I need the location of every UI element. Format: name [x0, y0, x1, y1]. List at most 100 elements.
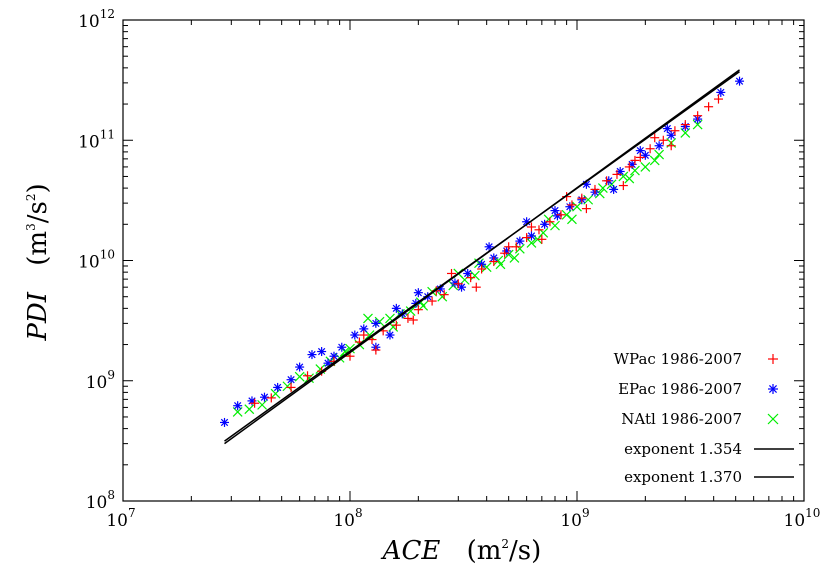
point-epac	[350, 330, 360, 340]
legend-entry-fit-1354: exponent 1.354	[624, 440, 794, 458]
point-natl	[567, 214, 577, 225]
point-epac	[515, 236, 525, 246]
y-axis-label: PDI (m3/s2)	[23, 183, 53, 341]
point-epac	[484, 242, 494, 252]
point-wpac	[403, 313, 413, 323]
point-wpac	[713, 94, 723, 104]
point-wpac	[504, 242, 514, 252]
point-wpac	[650, 133, 660, 143]
point-wpac	[577, 193, 587, 203]
point-natl	[257, 399, 268, 410]
point-natl	[469, 270, 480, 281]
legend-symbol	[767, 413, 779, 425]
point-epac	[273, 382, 283, 392]
y-tick-label: 108	[86, 488, 115, 513]
point-epac	[220, 417, 230, 427]
point-wpac	[453, 279, 463, 289]
point-natl	[640, 162, 651, 172]
point-wpac	[590, 184, 600, 194]
point-wpac	[371, 345, 381, 355]
legend-label-fit-1370: exponent 1.370	[624, 468, 742, 486]
legend-marker-natl	[767, 413, 779, 425]
point-wpac	[624, 162, 634, 172]
point-epac	[609, 184, 619, 194]
point-wpac	[250, 398, 260, 408]
point-wpac	[471, 282, 481, 292]
point-epac	[565, 202, 575, 212]
data-marks	[220, 76, 745, 427]
point-wpac	[537, 234, 547, 244]
point-natl	[654, 149, 665, 160]
point-wpac	[447, 268, 457, 278]
x-tick-label: 109	[560, 506, 589, 531]
point-wpac	[359, 330, 369, 340]
point-epac	[526, 231, 536, 241]
x-axis-label: ACE (m2/s)	[381, 536, 542, 566]
point-wpac	[413, 305, 423, 315]
point-epac	[371, 318, 381, 328]
point-wpac	[439, 290, 449, 300]
point-epac	[540, 219, 550, 229]
point-wpac	[658, 135, 668, 145]
point-natl	[294, 371, 305, 382]
point-epac	[233, 401, 243, 411]
point-epac	[635, 146, 645, 156]
legend-entry-wpac: WPac 1986-2007	[614, 350, 778, 368]
point-natl	[543, 214, 554, 225]
x-tick-label: 1010	[784, 506, 821, 531]
x-tick-label: 107	[106, 506, 135, 531]
legend: WPac 1986-2007 EPac 1986-2007 NAtl 1986-…	[614, 350, 794, 486]
point-epac	[286, 375, 296, 385]
point-natl	[345, 343, 355, 354]
point-natl	[282, 381, 293, 392]
fit-line-1370	[224, 69, 740, 445]
legend-symbol	[768, 384, 778, 394]
point-wpac	[704, 102, 714, 112]
legend-entry-epac: EPac 1986-2007	[618, 380, 778, 398]
point-wpac	[466, 273, 476, 283]
point-epac	[716, 87, 726, 97]
point-natl	[244, 404, 255, 415]
legend-marker-wpac	[768, 354, 778, 364]
point-epac	[307, 350, 317, 360]
legend-label-natl: NAtl 1986-2007	[621, 410, 742, 428]
point-natl	[572, 201, 582, 212]
point-wpac	[427, 296, 437, 306]
point-epac	[502, 246, 512, 256]
point-wpac	[545, 217, 555, 227]
point-natl	[624, 173, 635, 184]
point-epac	[337, 342, 347, 352]
axis-ticks	[122, 19, 805, 502]
point-wpac	[286, 382, 296, 392]
point-epac	[666, 130, 676, 140]
point-wpac	[602, 176, 612, 186]
x-tick-label: 108	[333, 506, 362, 531]
y-tick-label: 109	[86, 368, 115, 393]
point-epac	[259, 392, 269, 402]
legend-label-fit-1354: exponent 1.354	[624, 440, 742, 458]
point-wpac	[266, 393, 276, 403]
point-wpac	[408, 315, 418, 325]
legend-marker-epac	[768, 384, 778, 394]
point-epac	[654, 141, 664, 151]
point-wpac	[556, 210, 566, 220]
point-natl	[363, 313, 373, 324]
point-epac	[662, 124, 672, 134]
point-natl	[526, 238, 537, 248]
point-wpac	[391, 320, 401, 330]
point-wpac	[581, 204, 591, 214]
point-wpac	[489, 257, 499, 267]
legend-label-epac: EPac 1986-2007	[618, 380, 742, 398]
point-wpac	[534, 225, 544, 235]
point-wpac	[511, 242, 521, 252]
point-wpac	[635, 152, 645, 162]
point-epac	[329, 351, 339, 361]
legend-entry-fit-1370: exponent 1.370	[624, 468, 794, 486]
point-epac	[317, 347, 327, 357]
point-wpac	[567, 200, 577, 210]
point-natl	[649, 155, 660, 166]
point-wpac	[612, 169, 622, 179]
point-epac	[477, 259, 487, 269]
